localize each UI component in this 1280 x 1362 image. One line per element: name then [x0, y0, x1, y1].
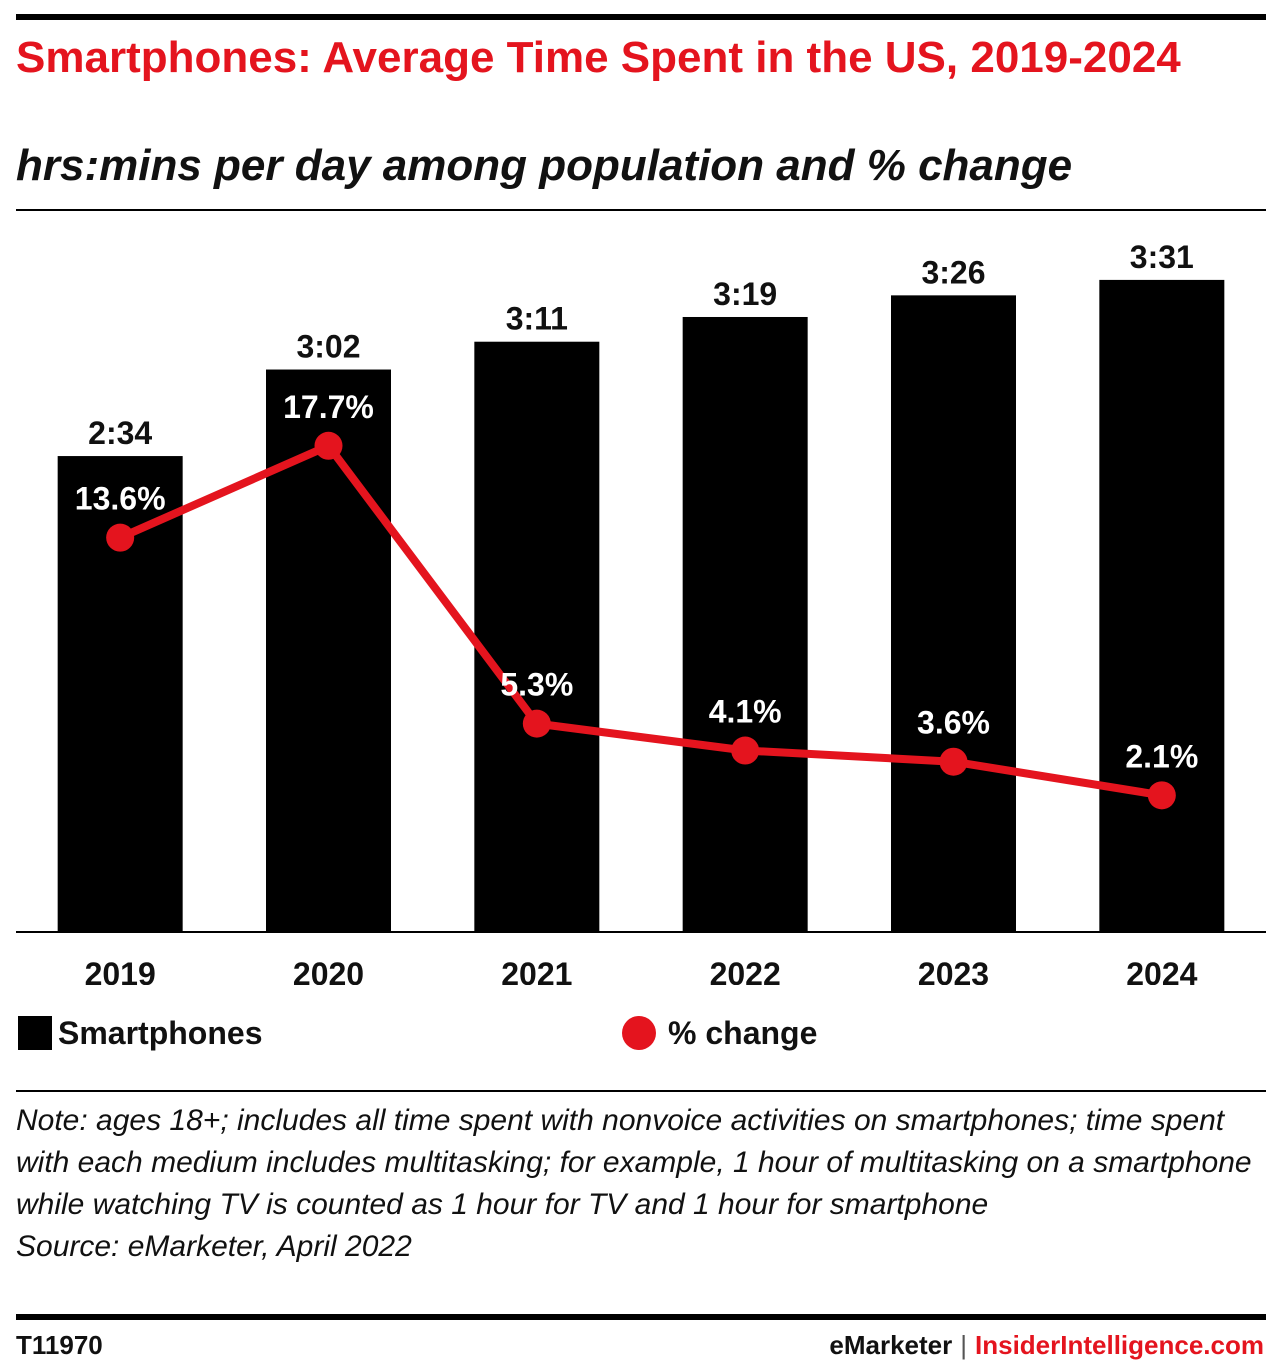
x-tick-2022: 2022 [710, 956, 781, 985]
percent-point-2024 [1147, 781, 1176, 810]
percent-label-2024: 2.1% [1125, 738, 1198, 774]
percent-label-2019: 13.6% [75, 481, 166, 517]
brand-emarketer: eMarketer [829, 1330, 953, 1360]
chart-title: Smartphones: Average Time Spent in the U… [16, 33, 1181, 82]
bar-2024 [1099, 279, 1225, 932]
bar-label-2024: 3:31 [1130, 239, 1194, 275]
chart-id: T11970 [16, 1330, 103, 1360]
bar-label-2020: 3:02 [296, 329, 360, 365]
percent-point-2020 [314, 431, 343, 460]
x-tick-2024: 2024 [1126, 956, 1197, 985]
bar-label-2022: 3:19 [713, 276, 777, 312]
bar-2021 [474, 341, 600, 933]
percent-label-2023: 3.6% [917, 705, 990, 741]
brand-insider-intelligence: InsiderIntelligence.com [975, 1330, 1264, 1360]
percent-label-2020: 17.7% [283, 389, 374, 425]
chart-area: 2:34 3:02 3:11 3:19 3:26 3:31 2019 2020 2021 2022… [16, 239, 1266, 985]
brand-separator: | [960, 1330, 968, 1360]
note-text: Note: ages 18+; includes all time spent … [16, 1104, 1252, 1221]
footer-brand: eMarketer | InsiderIntelligence.com [829, 1330, 1264, 1361]
percent-label-2022: 4.1% [709, 694, 782, 730]
x-tick-2019: 2019 [85, 956, 156, 985]
legend-label-smartphones: Smartphones [58, 1014, 263, 1051]
legend-item-percent-change: % change [622, 1008, 817, 1058]
note-rule [16, 1090, 1266, 1092]
top-rule [16, 14, 1266, 20]
bar-label-2019: 2:34 [88, 415, 152, 451]
note-block: Note: ages 18+; includes all time spent … [16, 1100, 1266, 1268]
x-tick-2023: 2023 [918, 956, 989, 985]
legend-label-percent-change: % change [668, 1014, 818, 1051]
chart-subtitle: hrs:mins per day among population and % … [16, 141, 1073, 190]
legend-item-smartphones: Smartphones [18, 1008, 262, 1058]
percent-point-2019 [106, 523, 135, 552]
bar-2022 [682, 316, 808, 932]
x-tick-2021: 2021 [501, 956, 572, 985]
percent-label-2021: 5.3% [500, 667, 573, 703]
x-tick-2020: 2020 [293, 956, 364, 985]
percent-point-2022 [731, 736, 760, 765]
bar-label-2023: 3:26 [921, 254, 985, 290]
bar-label-2021: 3:11 [506, 301, 568, 337]
bar-2023 [891, 295, 1016, 932]
percent-point-2023 [939, 747, 968, 776]
footer-rule [16, 1314, 1266, 1320]
legend-swatch-dot [622, 1016, 656, 1050]
percent-point-2021 [522, 709, 551, 738]
legend: Smartphones % change [16, 1008, 1266, 1058]
percent-change-line [116, 441, 1166, 800]
subtitle-rule [16, 209, 1266, 211]
source-text: Source: eMarketer, April 2022 [16, 1230, 412, 1263]
legend-swatch-bar [18, 1016, 52, 1050]
